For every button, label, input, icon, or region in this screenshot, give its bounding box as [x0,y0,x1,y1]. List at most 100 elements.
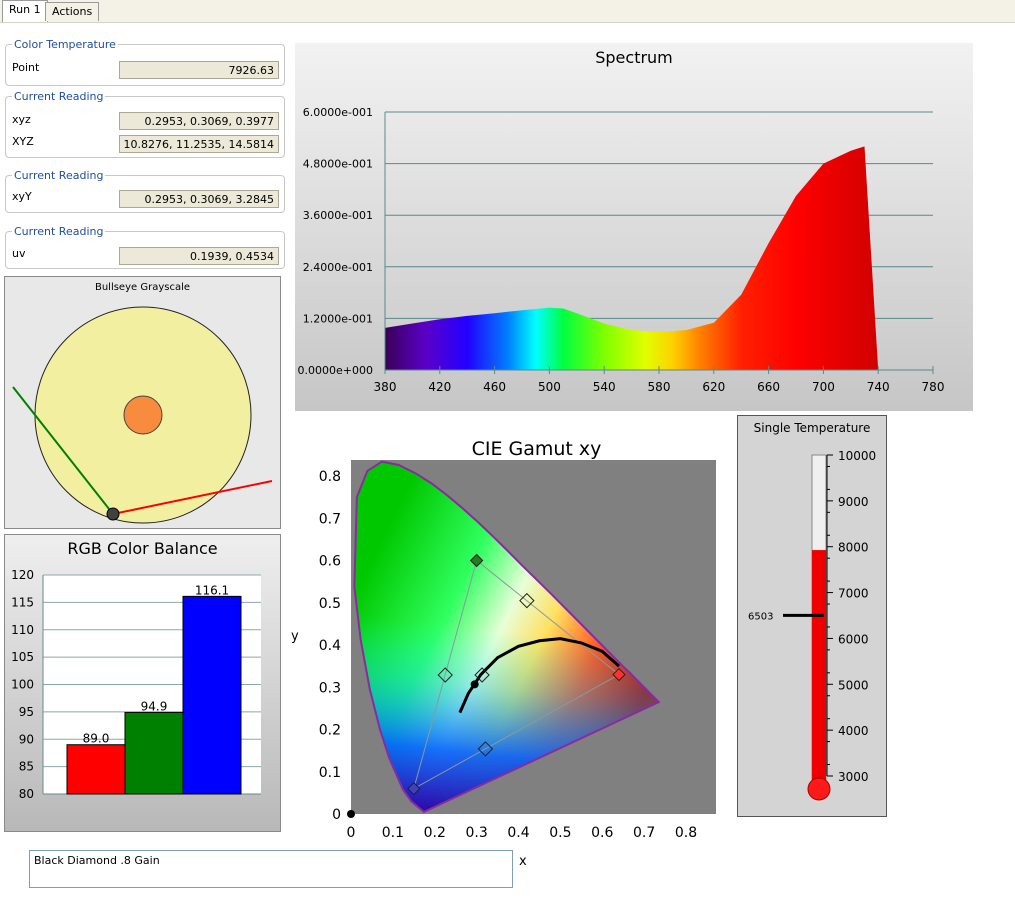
rgb-y-tick-label: 95 [19,705,34,719]
cie-secondary-marker [437,667,453,683]
rgb-balance-panel: RGB Color Balance 120 115 110 105 100 95 90 85 8… [4,534,281,832]
spectrum-x-tick-label: 420 [428,380,451,394]
cie-x-tick-label: 0 [347,825,356,841]
cie-x-axis-label: x [519,854,527,869]
XYZ-label: XYZ [12,135,34,148]
thermometer-tick-label: 5000 [838,678,869,692]
rgb-y-tick-label: 100 [11,678,34,692]
xyz-value-field: 0.2953, 0.3069, 0.3977 [119,112,279,130]
point-label: Point [12,61,40,74]
cie-spectral-locus [353,460,661,814]
thermometer-tick-label: 9000 [838,495,869,509]
rgb-bar-g [124,711,184,795]
spectrum-panel: Spectrum 0.0000e+000 1.2000e-001 2.4000e-0… [295,43,973,411]
uv-label: uv [12,247,26,260]
thermometer-tick-label: 3000 [838,770,869,784]
cie-primary-marker [469,553,484,568]
cie-primary-marker [612,667,626,682]
thermometer-panel: Single Temperature 10000 9000 8000 7000 6000… [737,415,887,817]
spectrum-x-tick-label: 620 [702,380,725,394]
cie-x-tick-label: 0.4 [507,825,529,841]
bullseye-reading-dot [106,507,120,521]
rgb-y-tick-label: 85 [19,760,34,774]
cie-x-tick-label: 0.8 [675,825,697,841]
spectrum-y-tick-label: 1.2000e-001 [303,312,373,325]
xyz-label: xyz [12,113,31,126]
bullseye-red-vector [112,480,273,515]
cie-white-point-marker [470,680,479,689]
thermometer-tick-label: 7000 [838,587,869,601]
uv-value-field: 0.1939, 0.4534 [119,247,279,265]
tab-bar: Run 1 Actions [0,0,1015,23]
spectrum-x-tick-label: 500 [538,380,561,394]
bullseye-center-target [123,395,163,435]
current-reading-legend: Current Reading [12,169,106,182]
notes-text-field[interactable]: Black Diamond .8 Gain [29,850,513,888]
bullseye-chart [12,306,273,524]
rgb-bar-b [182,595,242,795]
point-value-field: 7926.63 [119,61,279,79]
spectrum-x-tick-label: 460 [483,380,506,394]
spectrum-x-tick-label: 700 [812,380,835,394]
spectrum-y-tick-label: 2.4000e-001 [303,261,373,274]
cie-y-tick-label: 0.3 [319,680,341,696]
current-reading-uv-group: Current Reading uv 0.1939, 0.4534 [5,225,285,269]
color-temperature-legend: Color Temperature [12,38,118,51]
rgb-balance-chart: 120 115 110 105 100 95 90 85 80 89.0 94.9 116.1 [11,568,261,801]
cie-x-tick-label: 0.1 [382,825,404,841]
cie-target-gamut-triangle [413,559,620,790]
cie-primary-marker [407,781,421,796]
xyY-label: xyY [12,190,32,203]
cie-title: CIE Gamut xy [471,438,602,460]
color-temperature-group: Color Temperature Point 7926.63 [5,38,285,86]
cie-secondary-marker [519,592,535,609]
cie-gamut-panel: CIE Gamut xy 0 0.1 0.2 0.3 0.4 0.5 0.6 0.7 0.8 0 0… [288,436,728,846]
cie-y-tick-label: 0.5 [319,596,341,612]
spectrum-x-tick-label: 660 [757,380,780,394]
rgb-y-tick-label: 90 [19,732,34,746]
spectrum-x-tick-label: 780 [922,380,945,394]
cie-y-axis-label: y [291,629,299,644]
current-reading-xyz-group: Current Reading xyz 0.2953, 0.3069, 0.39… [5,90,285,158]
cie-y-tick-label: 0.8 [319,469,341,485]
rgb-y-tick-label: 115 [11,595,34,609]
cie-y-tick-label: 0.2 [319,723,341,739]
thermometer-tick-label: 4000 [838,724,869,738]
spectrum-area [385,146,879,370]
rgb-bar-r [66,744,126,795]
cie-x-tick-label: 0.6 [591,825,613,841]
current-reading-legend: Current Reading [12,90,106,103]
XYZ-value-field: 10.8276, 11.2535, 14.5814 [119,135,279,153]
spectrum-y-tick-label: 4.8000e-001 [303,158,373,171]
spectrum-chart: 0.0000e+000 1.2000e-001 2.4000e-001 3.6000e… [298,106,945,394]
spectrum-x-tick-label: 740 [867,380,890,394]
thermometer-tick-label: 6000 [838,632,869,646]
bullseye-green-vector [12,386,114,515]
current-reading-legend: Current Reading [12,225,106,238]
thermometer-fill [812,550,826,780]
thermometer-tick-label: 10000 [838,449,876,463]
tab-run-1[interactable]: Run 1 [2,0,48,22]
rgb-balance-title: RGB Color Balance [67,539,218,558]
cie-x-tick-label: 0.2 [424,825,446,841]
spectrum-title: Spectrum [595,48,673,67]
cie-y-tick-label: 0 [332,807,341,823]
thermometer-bulb [807,777,831,801]
spectrum-x-tick-label: 540 [593,380,616,394]
cie-y-tick-label: 0.1 [319,765,341,781]
cie-x-tick-label: 0.5 [549,825,571,841]
cie-origin-marker [347,810,355,818]
cie-horseshoe-blue-shade [354,461,659,812]
tab-actions[interactable]: Actions [45,2,100,21]
cie-secondary-marker [477,741,494,757]
thermometer-target-label: 6503 [748,611,773,622]
spectrum-y-tick-label: 0.0000e+000 [298,364,373,377]
thermometer-tick-label: 8000 [838,541,869,555]
spectrum-y-tick-label: 6.0000e-001 [303,106,373,119]
bullseye-title: Bullseye Grayscale [94,282,191,293]
cie-x-tick-label: 0.3 [465,825,487,841]
rgb-bar-value-label: 94.9 [141,699,168,713]
cie-secondary-marker [474,667,490,683]
rgb-bar-value-label: 89.0 [83,732,110,746]
thermometer-title: Single Temperature [753,421,871,435]
